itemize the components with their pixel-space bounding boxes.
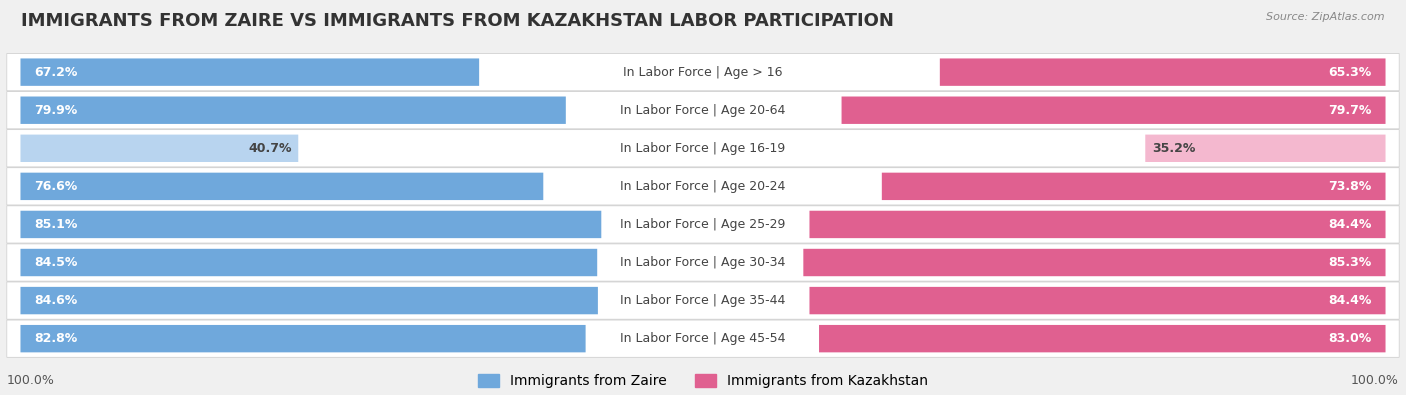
Text: 84.5%: 84.5%: [34, 256, 77, 269]
Text: In Labor Force | Age 25-29: In Labor Force | Age 25-29: [620, 218, 786, 231]
FancyBboxPatch shape: [882, 173, 1385, 200]
FancyBboxPatch shape: [21, 249, 598, 276]
FancyBboxPatch shape: [820, 325, 1385, 352]
Legend: Immigrants from Zaire, Immigrants from Kazakhstan: Immigrants from Zaire, Immigrants from K…: [478, 374, 928, 388]
Text: 85.1%: 85.1%: [34, 218, 77, 231]
FancyBboxPatch shape: [21, 135, 298, 162]
Text: 82.8%: 82.8%: [34, 332, 77, 345]
Text: In Labor Force | Age 30-34: In Labor Force | Age 30-34: [620, 256, 786, 269]
Text: 79.7%: 79.7%: [1329, 104, 1372, 117]
Text: 76.6%: 76.6%: [34, 180, 77, 193]
Text: 84.4%: 84.4%: [1329, 294, 1372, 307]
FancyBboxPatch shape: [1146, 135, 1385, 162]
FancyBboxPatch shape: [21, 58, 479, 86]
FancyBboxPatch shape: [7, 54, 1399, 90]
Text: 85.3%: 85.3%: [1329, 256, 1372, 269]
FancyBboxPatch shape: [810, 211, 1385, 238]
FancyBboxPatch shape: [7, 92, 1399, 128]
FancyBboxPatch shape: [21, 173, 543, 200]
FancyBboxPatch shape: [7, 168, 1399, 205]
Text: 83.0%: 83.0%: [1329, 332, 1372, 345]
Text: 65.3%: 65.3%: [1329, 66, 1372, 79]
FancyBboxPatch shape: [7, 282, 1399, 319]
Text: IMMIGRANTS FROM ZAIRE VS IMMIGRANTS FROM KAZAKHSTAN LABOR PARTICIPATION: IMMIGRANTS FROM ZAIRE VS IMMIGRANTS FROM…: [21, 12, 894, 30]
Text: In Labor Force | Age > 16: In Labor Force | Age > 16: [623, 66, 783, 79]
Text: 35.2%: 35.2%: [1152, 142, 1195, 155]
Text: In Labor Force | Age 20-64: In Labor Force | Age 20-64: [620, 104, 786, 117]
Text: 73.8%: 73.8%: [1329, 180, 1372, 193]
Text: 67.2%: 67.2%: [34, 66, 77, 79]
Text: 84.4%: 84.4%: [1329, 218, 1372, 231]
FancyBboxPatch shape: [7, 244, 1399, 281]
Text: In Labor Force | Age 35-44: In Labor Force | Age 35-44: [620, 294, 786, 307]
Text: 84.6%: 84.6%: [34, 294, 77, 307]
FancyBboxPatch shape: [21, 211, 602, 238]
FancyBboxPatch shape: [939, 58, 1385, 86]
FancyBboxPatch shape: [21, 287, 598, 314]
Text: 79.9%: 79.9%: [34, 104, 77, 117]
Text: 40.7%: 40.7%: [247, 142, 291, 155]
Text: In Labor Force | Age 20-24: In Labor Force | Age 20-24: [620, 180, 786, 193]
FancyBboxPatch shape: [803, 249, 1385, 276]
FancyBboxPatch shape: [810, 287, 1385, 314]
Text: 100.0%: 100.0%: [1351, 374, 1399, 387]
Text: Source: ZipAtlas.com: Source: ZipAtlas.com: [1267, 12, 1385, 22]
FancyBboxPatch shape: [21, 96, 565, 124]
FancyBboxPatch shape: [7, 130, 1399, 167]
FancyBboxPatch shape: [7, 320, 1399, 357]
Text: In Labor Force | Age 45-54: In Labor Force | Age 45-54: [620, 332, 786, 345]
Text: 100.0%: 100.0%: [7, 374, 55, 387]
FancyBboxPatch shape: [7, 206, 1399, 243]
FancyBboxPatch shape: [842, 96, 1385, 124]
Text: In Labor Force | Age 16-19: In Labor Force | Age 16-19: [620, 142, 786, 155]
FancyBboxPatch shape: [21, 325, 586, 352]
